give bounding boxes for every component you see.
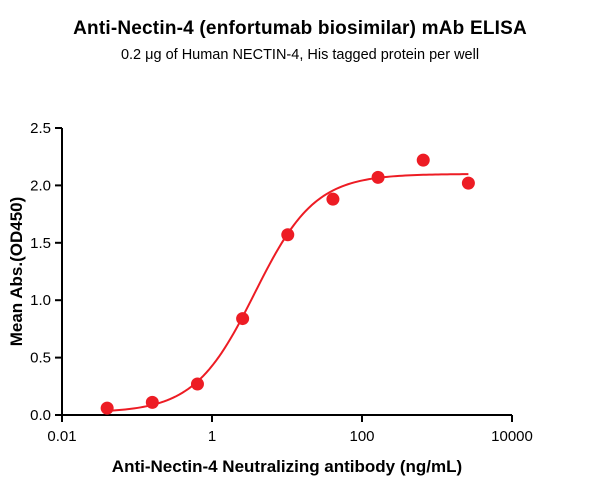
x-tick-label: 100 [349,428,374,445]
data-point [461,176,475,190]
x-tick-label: 0.01 [47,428,76,445]
x-tick-label: 1 [208,428,216,445]
y-axis-label: Mean Abs.(OD450) [7,197,26,347]
data-point [371,170,385,184]
y-tick-label: 2.5 [30,120,51,137]
data-point [281,228,295,242]
data-point [416,153,430,167]
data-point [145,395,159,409]
data-point [326,192,340,206]
data-point [100,401,114,415]
y-tick-label: 0.0 [30,407,51,424]
data-point [236,312,250,326]
y-tick-label: 1.0 [30,292,51,309]
data-point [190,377,204,391]
chart-title: Anti-Nectin-4 (enfortumab biosimilar) mA… [73,18,527,39]
fit-curve [107,173,469,412]
y-tick-label: 0.5 [30,350,51,367]
y-tick-label: 1.5 [30,235,51,252]
x-axis-label: Anti-Nectin-4 Neutralizing antibody (ng/… [112,457,462,476]
y-tick-label: 2.0 [30,177,51,194]
x-tick-label: 10000 [491,428,533,445]
chart-subtitle: 0.2 μg of Human NECTIN-4, His tagged pro… [120,47,480,63]
